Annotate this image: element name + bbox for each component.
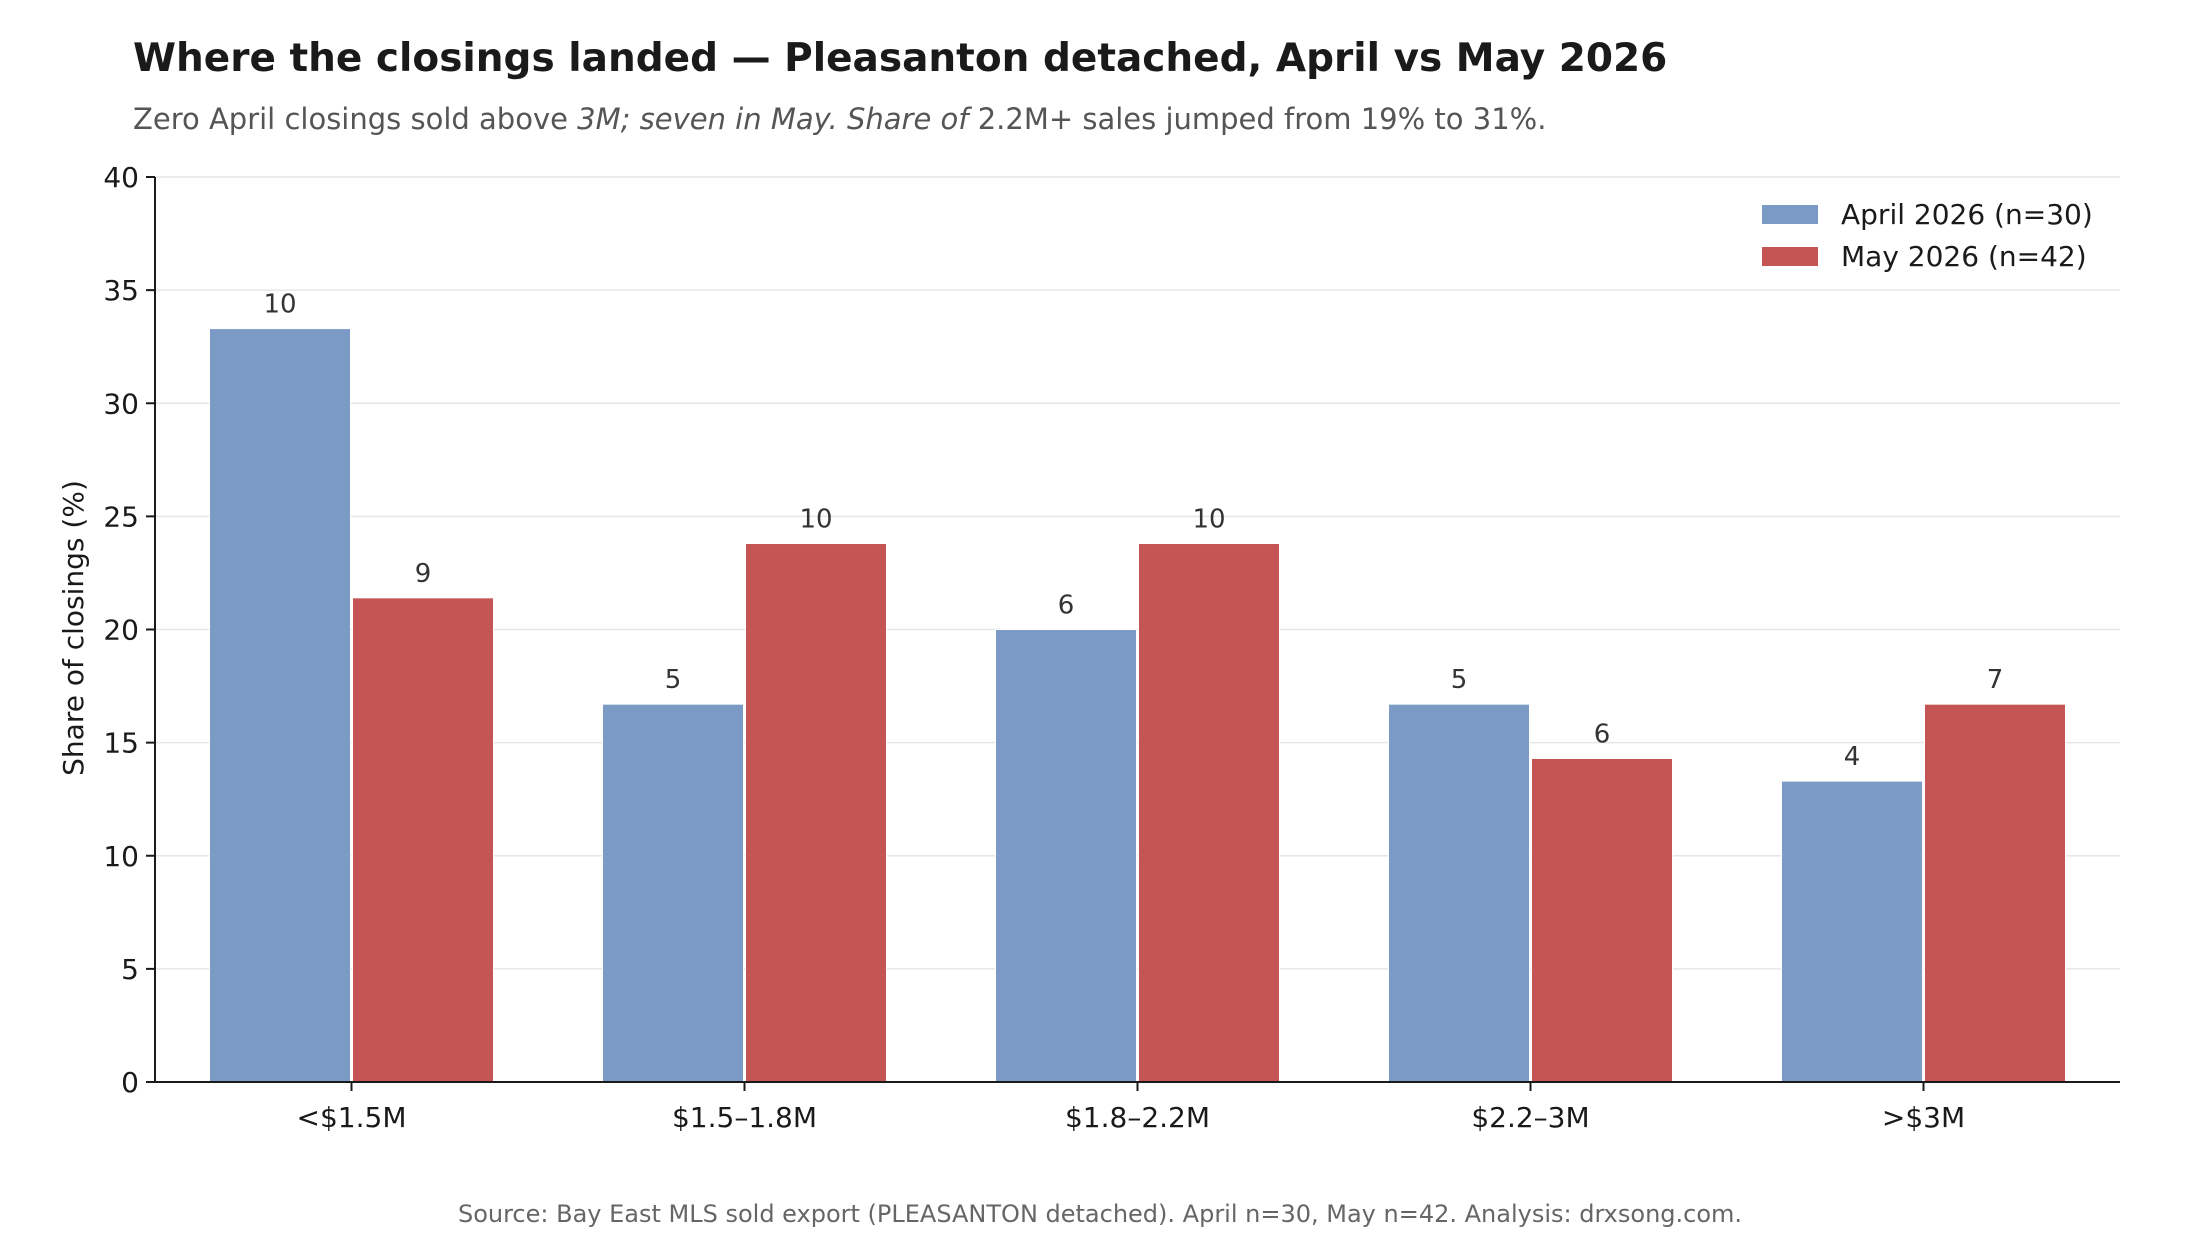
x-tick-label: >$3M: [1882, 1101, 1965, 1134]
x-tick-label: <$1.5M: [297, 1101, 407, 1134]
bar-value-label: 4: [1844, 742, 1861, 772]
bar: [995, 629, 1137, 1083]
bar: [602, 703, 744, 1083]
bar: [1531, 757, 1673, 1083]
bar-value-label: 6: [1058, 591, 1075, 621]
y-tick-label: 10: [103, 840, 139, 873]
chart-title: Where the closings landed — Pleasanton d…: [133, 36, 1668, 81]
y-tick-label: 40: [103, 161, 139, 194]
y-tick-label: 20: [103, 614, 139, 647]
legend-swatch: [1762, 247, 1818, 266]
bar-value-label: 7: [1987, 665, 2004, 695]
y-tick-label: 30: [103, 387, 139, 420]
bar: [352, 597, 494, 1083]
axes: 0 5 10 15 20 25 30 35 40 <$1.5M $1.5–1.8M $1.8–2.2M…: [103, 161, 2120, 1134]
y-tick-label: 5: [121, 953, 139, 986]
legend-label: May 2026 (n=42): [1841, 240, 2087, 273]
bar-value-label: 9: [415, 559, 432, 589]
bar: [1138, 543, 1280, 1083]
bar-value-label: 6: [1594, 719, 1611, 749]
bar-value-label: 10: [1192, 505, 1225, 535]
bar: [1924, 703, 2066, 1083]
y-axis-label: Share of closings (%): [57, 480, 90, 776]
bar-value-label: 5: [665, 665, 682, 695]
legend: April 2026 (n=30) May 2026 (n=42): [1762, 198, 2093, 273]
bar-value-label: 5: [1451, 665, 1468, 695]
x-tick-label: $1.5–1.8M: [672, 1101, 817, 1134]
legend-swatch: [1762, 205, 1818, 224]
bar: [1388, 703, 1530, 1083]
y-tick-label: 35: [103, 274, 139, 307]
bar: [745, 543, 887, 1083]
x-tick-label: $2.2–3M: [1471, 1101, 1589, 1134]
subtitle-part-3: 2.2M+ sales jumped from 19% to 31%.: [977, 102, 1547, 136]
chart-subtitle: Zero April closings sold above 3M; seven…: [133, 102, 1546, 136]
subtitle-part-1: Zero April closings sold above: [133, 102, 578, 136]
bar: [209, 328, 351, 1083]
x-tick-label: $1.8–2.2M: [1065, 1101, 1210, 1134]
bar-value-labels: 10 9 5 10 6 10 5 6 4 7: [263, 290, 2003, 773]
y-tick-label: 25: [103, 500, 139, 533]
y-tick-label: 15: [103, 727, 139, 760]
legend-label: April 2026 (n=30): [1841, 198, 2093, 231]
bar-value-label: 10: [263, 290, 296, 320]
y-tick-label: 0: [121, 1066, 139, 1099]
bars: [209, 328, 2066, 1083]
source-note: Source: Bay East MLS sold export (PLEASA…: [457, 1200, 1743, 1228]
subtitle-part-2: 3M; seven in May. Share of: [577, 102, 978, 136]
bar-value-label: 10: [799, 505, 832, 535]
bar: [1781, 780, 1923, 1083]
